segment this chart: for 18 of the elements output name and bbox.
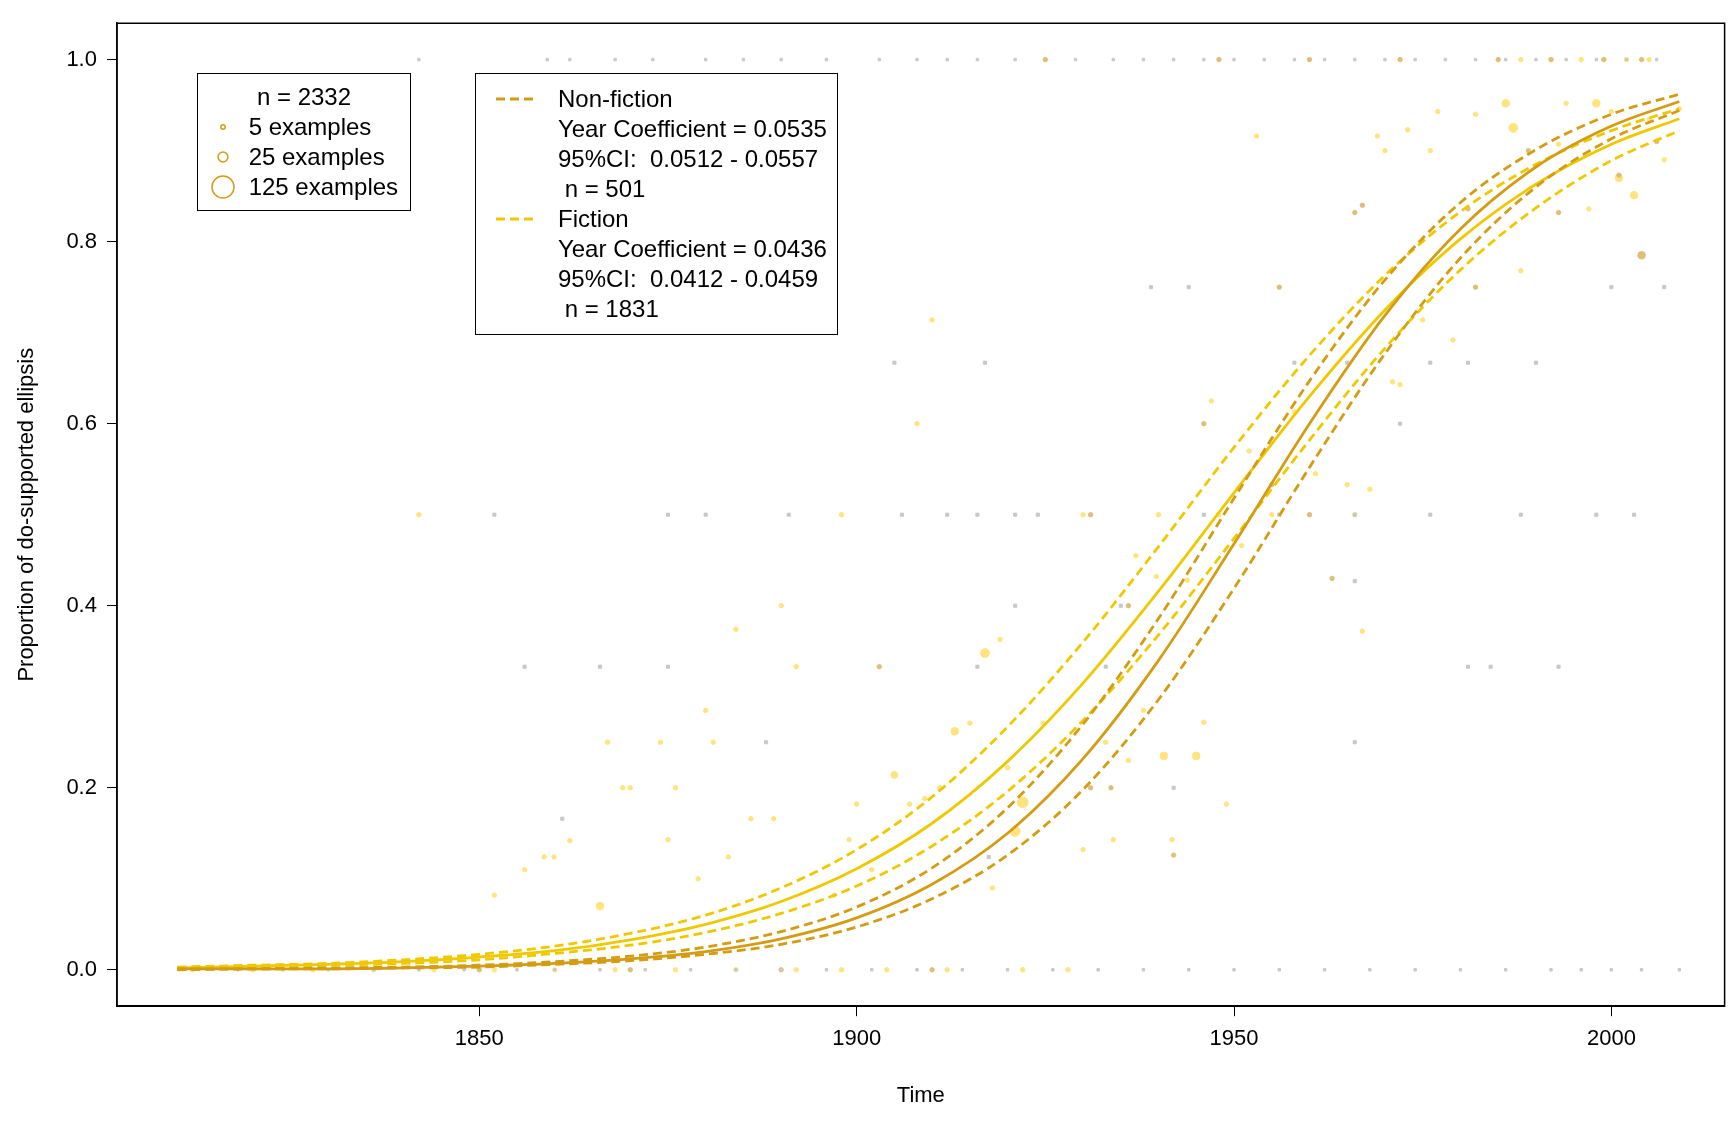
legend-title: n = 2332: [255, 82, 353, 113]
x-tick-label: 1900: [832, 1025, 882, 1051]
y-tick-label: 0.4: [66, 591, 97, 617]
legend-label: 125 examples: [247, 172, 399, 203]
x-axis-title: Time: [896, 1081, 945, 1107]
y-tick-label: 0.0: [66, 955, 97, 981]
y-axis-title: Proportion of do-supported ellipsis: [13, 347, 39, 682]
legend-label: Non-fiction Year Coefficient = 0.0535 95%CI: 0.0512 - 0.0557 n = 501: [557, 84, 827, 205]
x-tick-label: 1950: [1209, 1025, 1259, 1051]
x-tick-label: 2000: [1586, 1025, 1636, 1051]
legend-label: 25 examples: [247, 142, 385, 173]
x-tick-label: 1850: [454, 1025, 504, 1051]
y-tick-label: 1.0: [66, 45, 97, 71]
y-tick-label: 0.6: [66, 409, 97, 435]
y-tick-label: 0.2: [66, 773, 97, 799]
legend-label: 5 examples: [247, 112, 372, 143]
y-tick-label: 0.8: [66, 227, 97, 253]
legend-label: Fiction Year Coefficient = 0.0436 95%CI: 0.0412 - 0.0459 n = 1831: [557, 204, 827, 325]
